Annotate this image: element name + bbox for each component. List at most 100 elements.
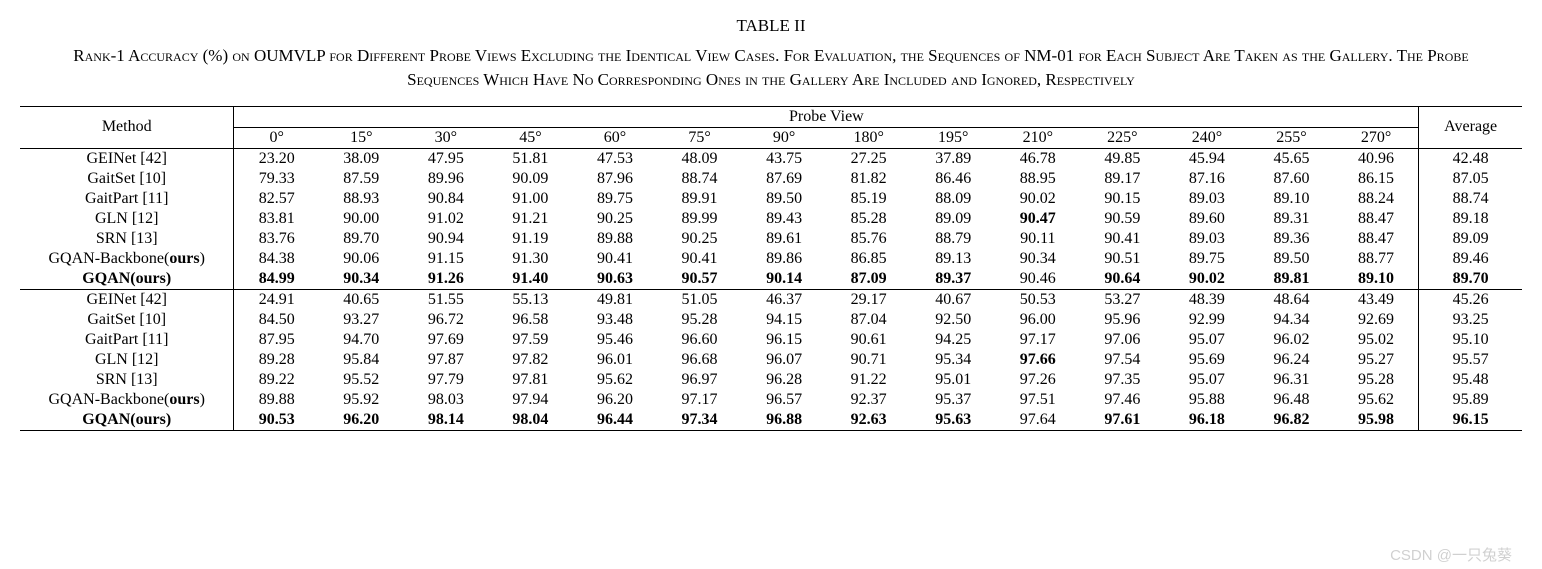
- value-cell: 89.31: [1249, 209, 1334, 229]
- value-cell: 90.34: [319, 269, 404, 290]
- table-caption: Rank-1 Accuracy (%) on OUMVLP for Differ…: [20, 44, 1522, 92]
- value-cell: 89.03: [1165, 229, 1250, 249]
- value-cell: 97.69: [404, 330, 489, 350]
- value-cell: 87.96: [573, 169, 658, 189]
- value-cell: 83.81: [234, 209, 319, 229]
- value-cell: 88.79: [911, 229, 996, 249]
- value-cell: 97.35: [1080, 370, 1165, 390]
- value-cell: 90.57: [657, 269, 742, 290]
- value-cell: 90.63: [573, 269, 658, 290]
- value-cell: 97.46: [1080, 390, 1165, 410]
- header-view: 180°: [826, 127, 911, 148]
- header-average: Average: [1419, 106, 1522, 148]
- value-cell: 90.41: [1080, 229, 1165, 249]
- value-cell: 91.15: [404, 249, 489, 269]
- header-view: 270°: [1334, 127, 1419, 148]
- avg-cell: 95.48: [1419, 370, 1522, 390]
- value-cell: 97.51: [995, 390, 1080, 410]
- value-cell: 97.34: [657, 410, 742, 431]
- value-cell: 97.61: [1080, 410, 1165, 431]
- value-cell: 88.95: [995, 169, 1080, 189]
- value-cell: 95.28: [657, 310, 742, 330]
- value-cell: 86.15: [1334, 169, 1419, 189]
- value-cell: 95.88: [1165, 390, 1250, 410]
- value-cell: 48.64: [1249, 289, 1334, 310]
- value-cell: 43.75: [742, 148, 827, 169]
- value-cell: 97.64: [995, 410, 1080, 431]
- avg-cell: 87.05: [1419, 169, 1522, 189]
- value-cell: 91.21: [488, 209, 573, 229]
- value-cell: 96.72: [404, 310, 489, 330]
- value-cell: 96.82: [1249, 410, 1334, 431]
- method-cell: GaitSet [10]: [20, 169, 234, 189]
- value-cell: 47.53: [573, 148, 658, 169]
- value-cell: 40.67: [911, 289, 996, 310]
- value-cell: 97.94: [488, 390, 573, 410]
- value-cell: 88.09: [911, 189, 996, 209]
- value-cell: 84.50: [234, 310, 319, 330]
- value-cell: 81.82: [826, 169, 911, 189]
- value-cell: 96.24: [1249, 350, 1334, 370]
- value-cell: 23.20: [234, 148, 319, 169]
- value-cell: 88.93: [319, 189, 404, 209]
- value-cell: 90.06: [319, 249, 404, 269]
- value-cell: 96.00: [995, 310, 1080, 330]
- value-cell: 49.81: [573, 289, 658, 310]
- value-cell: 93.27: [319, 310, 404, 330]
- value-cell: 40.96: [1334, 148, 1419, 169]
- value-cell: 89.61: [742, 229, 827, 249]
- header-view: 60°: [573, 127, 658, 148]
- value-cell: 88.74: [657, 169, 742, 189]
- header-view: 240°: [1165, 127, 1250, 148]
- value-cell: 92.69: [1334, 310, 1419, 330]
- value-cell: 98.14: [404, 410, 489, 431]
- value-cell: 89.09: [911, 209, 996, 229]
- value-cell: 96.20: [573, 390, 658, 410]
- value-cell: 89.99: [657, 209, 742, 229]
- value-cell: 46.37: [742, 289, 827, 310]
- results-table: Method Probe View Average 0°15°30°45°60°…: [20, 106, 1522, 431]
- value-cell: 55.13: [488, 289, 573, 310]
- value-cell: 95.34: [911, 350, 996, 370]
- value-cell: 91.26: [404, 269, 489, 290]
- value-cell: 96.58: [488, 310, 573, 330]
- method-cell: SRN [13]: [20, 370, 234, 390]
- method-cell: GaitPart [11]: [20, 189, 234, 209]
- value-cell: 95.07: [1165, 330, 1250, 350]
- value-cell: 96.02: [1249, 330, 1334, 350]
- value-cell: 94.70: [319, 330, 404, 350]
- value-cell: 97.82: [488, 350, 573, 370]
- header-view: 75°: [657, 127, 742, 148]
- value-cell: 92.50: [911, 310, 996, 330]
- value-cell: 95.07: [1165, 370, 1250, 390]
- value-cell: 94.34: [1249, 310, 1334, 330]
- value-cell: 93.48: [573, 310, 658, 330]
- avg-cell: 96.15: [1419, 410, 1522, 431]
- header-view: 225°: [1080, 127, 1165, 148]
- value-cell: 87.95: [234, 330, 319, 350]
- value-cell: 96.60: [657, 330, 742, 350]
- value-cell: 90.53: [234, 410, 319, 431]
- avg-cell: 93.25: [1419, 310, 1522, 330]
- value-cell: 94.25: [911, 330, 996, 350]
- value-cell: 96.48: [1249, 390, 1334, 410]
- value-cell: 83.76: [234, 229, 319, 249]
- value-cell: 89.22: [234, 370, 319, 390]
- value-cell: 90.51: [1080, 249, 1165, 269]
- value-cell: 88.47: [1334, 209, 1419, 229]
- method-cell: GQAN(ours): [20, 269, 234, 290]
- value-cell: 48.09: [657, 148, 742, 169]
- value-cell: 87.04: [826, 310, 911, 330]
- value-cell: 90.02: [1165, 269, 1250, 290]
- value-cell: 96.97: [657, 370, 742, 390]
- value-cell: 96.01: [573, 350, 658, 370]
- value-cell: 89.17: [1080, 169, 1165, 189]
- value-cell: 95.27: [1334, 350, 1419, 370]
- header-view: 30°: [404, 127, 489, 148]
- method-cell: GEINet [42]: [20, 148, 234, 169]
- value-cell: 90.64: [1080, 269, 1165, 290]
- value-cell: 98.03: [404, 390, 489, 410]
- value-cell: 47.95: [404, 148, 489, 169]
- value-cell: 27.25: [826, 148, 911, 169]
- value-cell: 89.50: [742, 189, 827, 209]
